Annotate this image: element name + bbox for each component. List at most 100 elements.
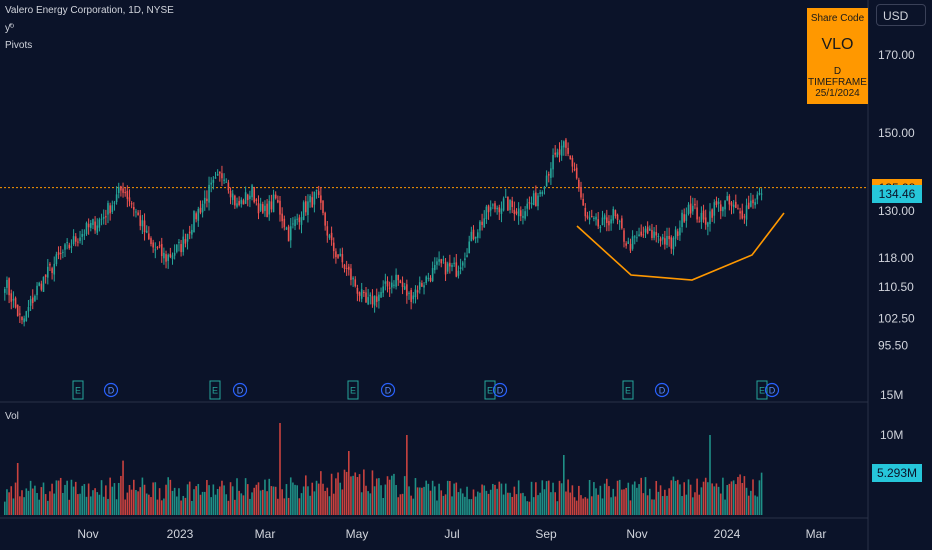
volume-bar bbox=[489, 489, 492, 515]
candle bbox=[567, 147, 569, 154]
candle bbox=[173, 252, 176, 256]
candle bbox=[240, 199, 243, 204]
volume-bar bbox=[399, 494, 402, 515]
volume-bar bbox=[659, 485, 662, 515]
candle bbox=[698, 221, 701, 223]
candle bbox=[752, 199, 754, 204]
share-code-title: Share Code bbox=[810, 13, 865, 24]
candle bbox=[324, 212, 326, 226]
volume-bar bbox=[446, 480, 449, 515]
volume-bar bbox=[537, 495, 539, 515]
time-axis-label: Nov bbox=[77, 527, 98, 541]
volume-bar bbox=[51, 483, 53, 515]
candle bbox=[294, 219, 296, 227]
volume-bar bbox=[23, 497, 25, 515]
volume-bar bbox=[270, 486, 273, 515]
volume-bar bbox=[481, 484, 483, 515]
candle bbox=[388, 287, 391, 289]
volume-bar bbox=[102, 496, 105, 515]
volume-bar bbox=[453, 483, 455, 515]
volume-bar bbox=[666, 495, 668, 515]
volume-bar bbox=[85, 496, 88, 515]
volume-bar bbox=[526, 501, 529, 515]
volume-bar bbox=[414, 478, 417, 515]
volume-bar bbox=[416, 487, 419, 515]
time-axis-label: 2024 bbox=[714, 527, 741, 541]
candle bbox=[57, 252, 60, 255]
candle bbox=[53, 263, 56, 275]
volume-bar bbox=[197, 483, 200, 515]
candle bbox=[489, 207, 492, 211]
volume-bar bbox=[92, 490, 94, 515]
candle bbox=[679, 227, 681, 236]
candle bbox=[509, 199, 511, 211]
volume-bar bbox=[517, 480, 520, 515]
candle bbox=[468, 241, 470, 254]
volume-bar bbox=[322, 483, 324, 515]
volume-bar bbox=[234, 499, 236, 515]
volume-bar bbox=[285, 484, 288, 515]
candle bbox=[586, 215, 589, 218]
candle bbox=[590, 216, 593, 218]
volume-bar bbox=[395, 485, 397, 515]
pivots-legend[interactable]: Pivots bbox=[5, 40, 33, 51]
candle bbox=[236, 203, 238, 207]
candle bbox=[191, 229, 193, 235]
volume-bar bbox=[315, 480, 318, 515]
candle bbox=[412, 295, 415, 300]
volume-legend[interactable]: Vol bbox=[5, 411, 19, 422]
currency-selector[interactable]: USD bbox=[876, 4, 926, 26]
volume-bar bbox=[580, 495, 582, 515]
volume-bar bbox=[554, 492, 556, 515]
volume-bar bbox=[19, 496, 21, 515]
volume-bar bbox=[672, 476, 675, 515]
volume-bar bbox=[47, 500, 49, 515]
candle bbox=[477, 232, 479, 238]
volume-bar bbox=[313, 491, 316, 515]
candle bbox=[339, 253, 341, 256]
volume-bar bbox=[117, 482, 120, 515]
volume-bar bbox=[608, 486, 610, 515]
candle bbox=[657, 236, 660, 238]
candle bbox=[165, 254, 167, 262]
volume-bar bbox=[438, 483, 440, 515]
candle bbox=[90, 223, 92, 228]
indicator-icon[interactable]: ƴ⁰ bbox=[5, 23, 15, 34]
candle bbox=[352, 277, 354, 280]
candle bbox=[305, 201, 307, 213]
candle bbox=[606, 217, 608, 223]
candle bbox=[348, 266, 350, 270]
candle bbox=[130, 203, 133, 205]
volume-bar bbox=[302, 486, 305, 515]
candle bbox=[724, 200, 726, 210]
volume-bar bbox=[64, 484, 66, 515]
candle bbox=[279, 200, 281, 215]
candle bbox=[79, 237, 81, 241]
volume-bar bbox=[375, 478, 378, 515]
volume-bar bbox=[40, 487, 43, 515]
candle bbox=[300, 217, 303, 225]
candle bbox=[83, 234, 86, 236]
volume-bar bbox=[330, 473, 333, 515]
volume-bar bbox=[640, 477, 642, 515]
candle bbox=[141, 220, 144, 227]
candle bbox=[633, 236, 636, 238]
candle bbox=[541, 191, 544, 195]
volume-bar bbox=[223, 485, 225, 515]
volume-bar bbox=[305, 475, 307, 515]
candle bbox=[496, 207, 498, 210]
candle bbox=[676, 231, 679, 237]
volume-bar bbox=[614, 496, 617, 515]
volume-bar bbox=[436, 500, 438, 515]
volume-bar bbox=[683, 482, 685, 515]
volume-bar bbox=[550, 492, 552, 515]
volume-bar bbox=[87, 483, 90, 515]
candle bbox=[117, 187, 120, 194]
candle bbox=[25, 311, 28, 322]
candle bbox=[199, 207, 202, 213]
volume-bar bbox=[231, 486, 234, 515]
volume-bar bbox=[758, 480, 761, 515]
volume-bar bbox=[135, 489, 137, 515]
